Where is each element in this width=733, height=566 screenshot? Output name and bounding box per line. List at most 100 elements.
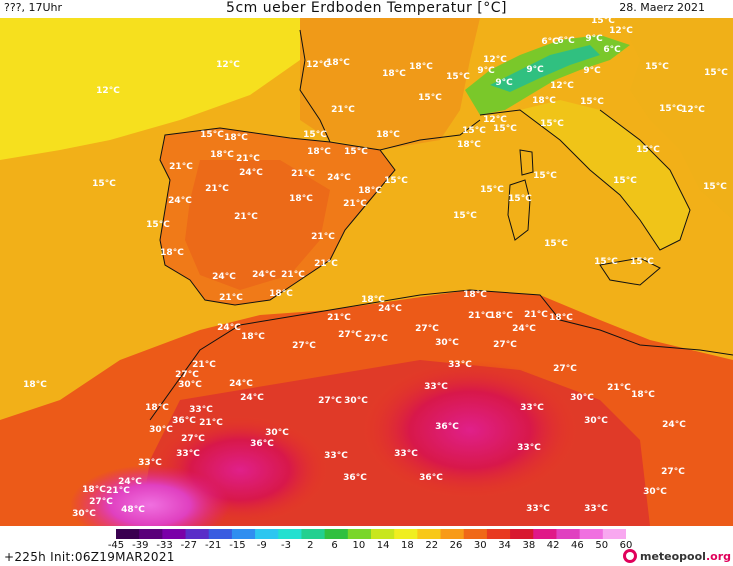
temperature-label: 15°C xyxy=(446,72,470,82)
color-scale-swatch xyxy=(231,529,256,539)
temperature-label: 27°C xyxy=(181,434,205,444)
coastline-africa xyxy=(149,289,733,421)
coastline-sicily xyxy=(599,257,661,286)
alps-coldest xyxy=(490,45,600,92)
temperature-label: 27°C xyxy=(661,467,685,477)
temperature-label: 15°C xyxy=(92,179,116,189)
coastline-italy xyxy=(479,109,691,251)
temperature-label: 24°C xyxy=(662,420,686,430)
color-scale-swatch xyxy=(486,529,511,539)
color-scale-tick: 34 xyxy=(498,540,511,551)
color-scale-tick: 2 xyxy=(307,540,314,551)
temperature-label: 30°C xyxy=(344,396,368,406)
temperature-label: 27°C xyxy=(175,370,199,380)
temperature-label: 18°C xyxy=(489,311,513,321)
map-title: 5cm ueber Erdboden Temperatur [°C] xyxy=(226,0,507,16)
temperature-label: 33°C xyxy=(424,382,448,392)
color-scale-tick: 38 xyxy=(522,540,536,551)
color-scale-tick: -9 xyxy=(256,540,267,551)
temperature-label: 30°C xyxy=(584,416,608,426)
france-warm-zone xyxy=(300,18,480,150)
temperature-label: 21°C xyxy=(281,270,305,280)
temperature-label: 12°C xyxy=(96,86,120,96)
temperature-label: 18°C xyxy=(631,390,655,400)
temperature-label: 18°C xyxy=(361,295,385,305)
color-scale-tick: -27 xyxy=(180,540,198,551)
temperature-label: 15°C xyxy=(533,171,557,181)
temperature-label: 18°C xyxy=(145,403,169,413)
temperature-label: 15°C xyxy=(659,104,683,114)
color-scale-tick: -33 xyxy=(156,540,173,551)
temperature-label: 18°C xyxy=(269,289,293,299)
color-scale-tick: -15 xyxy=(229,540,246,551)
temperature-label: 15°C xyxy=(480,185,504,195)
temperature-label: 18°C xyxy=(326,58,350,68)
temperature-label: 21°C xyxy=(331,105,355,115)
temperature-label: 24°C xyxy=(240,393,264,403)
color-scale-swatch xyxy=(185,529,210,539)
temperature-label: 12°C xyxy=(306,60,330,70)
color-scale-swatch xyxy=(208,529,233,539)
color-scale-swatch xyxy=(255,529,279,539)
temperature-label: 15°C xyxy=(303,130,327,140)
temperature-label: 21°C xyxy=(327,313,351,323)
color-scale-tick: 50 xyxy=(595,540,609,551)
color-scale-tick: 10 xyxy=(352,540,366,551)
temperature-label: 12°C xyxy=(483,115,507,125)
temperature-label: 15°C xyxy=(344,147,368,157)
coastline-iberia xyxy=(159,127,396,306)
color-scale-swatch xyxy=(371,529,395,539)
color-scale-swatch xyxy=(510,529,534,539)
temperature-label: 36°C xyxy=(250,439,274,449)
forecast-time: ???, 17Uhr xyxy=(4,1,63,14)
italy-land xyxy=(520,100,690,250)
temperature-label: 24°C xyxy=(239,168,263,178)
temperature-label: 24°C xyxy=(252,270,276,280)
temperature-label: 36°C xyxy=(172,416,196,426)
temperature-label: 27°C xyxy=(364,334,388,344)
temperature-label: 9°C xyxy=(583,66,601,76)
temperature-label: 18°C xyxy=(382,69,406,79)
color-scale-swatch xyxy=(347,529,372,539)
color-scale-swatch xyxy=(579,529,604,539)
color-scale-ticks: -45 -39 -33 -27 -21 -15 -9 -3 2 6 10 14 18 22 26 30 34 38… xyxy=(0,540,733,554)
temperature-label: 18°C xyxy=(224,133,248,143)
cool-atlantic-zone xyxy=(0,18,300,160)
temperature-label: 18°C xyxy=(532,96,556,106)
color-scale-swatch xyxy=(116,529,140,539)
color-scale-tick: 14 xyxy=(376,540,390,551)
coastline-sardinia xyxy=(507,179,531,241)
forecast-date: 28. Maerz 2021 xyxy=(619,1,705,14)
balkans-zone xyxy=(620,18,733,220)
meteopool-logo[interactable]: meteopool.org xyxy=(622,548,731,564)
color-scale-swatch xyxy=(440,529,465,539)
color-scale-tick: 26 xyxy=(449,540,463,551)
temperature-label: 30°C xyxy=(265,428,289,438)
temperature-label: 24°C xyxy=(229,379,253,389)
temperature-label: 9°C xyxy=(585,34,603,44)
temperature-label: 21°C xyxy=(291,169,315,179)
temperature-label: 33°C xyxy=(517,443,541,453)
temperature-label: 18°C xyxy=(409,62,433,72)
temperature-label: 21°C xyxy=(607,383,631,393)
temperature-label: 6°C xyxy=(557,36,575,46)
temperature-label: 27°C xyxy=(553,364,577,374)
temperature-label: 6°C xyxy=(541,37,559,47)
temperature-label: 15°C xyxy=(703,182,727,192)
temperature-label: 21°C xyxy=(343,199,367,209)
color-scale-swatch xyxy=(301,529,326,539)
temperature-label: 33°C xyxy=(324,451,348,461)
color-scale-tick: 6 xyxy=(331,540,338,551)
temperature-label: 15°C xyxy=(613,176,637,186)
color-scale-swatch xyxy=(162,529,187,539)
temperature-label: 30°C xyxy=(149,425,173,435)
color-scale-tick: 30 xyxy=(473,540,487,551)
temperature-label: 18°C xyxy=(289,194,313,204)
temperature-label: 21°C xyxy=(314,259,338,269)
temperature-label: 15°C xyxy=(630,257,654,267)
color-scale-swatch xyxy=(417,529,442,539)
temperature-label: 33°C xyxy=(520,403,544,413)
temperature-label: 30°C xyxy=(435,338,459,348)
temperature-label: 33°C xyxy=(189,405,213,415)
temperature-map: 12°C 12°C18°C18°C18°C15°C12°C21°C15°C15°C… xyxy=(0,18,733,526)
